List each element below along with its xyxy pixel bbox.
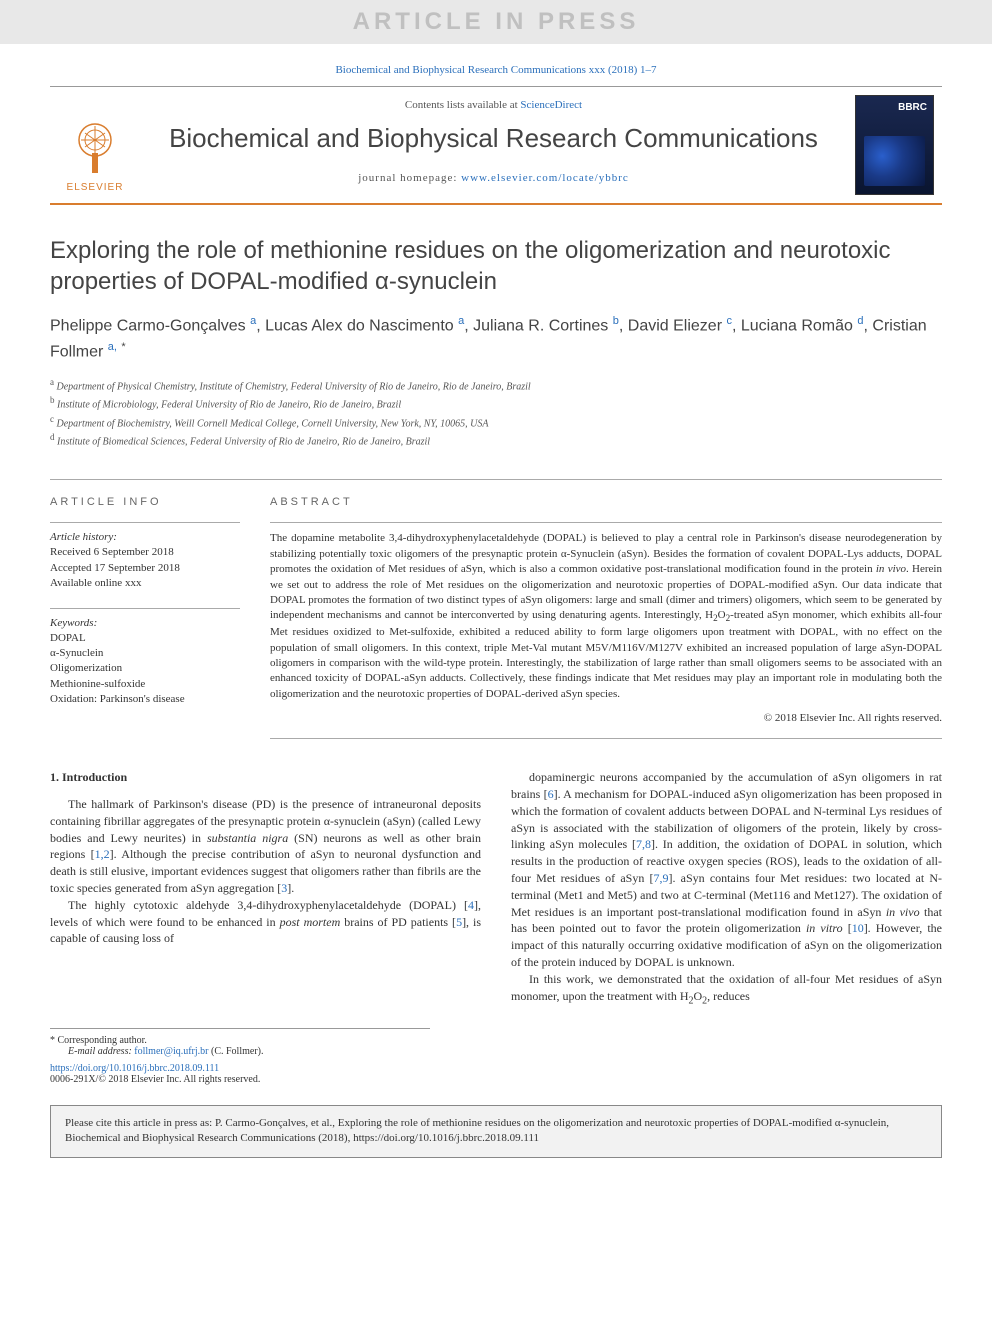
masthead: ELSEVIER Contents lists available at Sci… [50,86,942,205]
keywords-block: Keywords: DOPALα-SynucleinOligomerizatio… [50,608,240,708]
article-info-column: article info Article history: Received 6… [50,496,270,739]
watermark-banner: ARTICLE IN PRESS [0,0,992,44]
affiliations: a Department of Physical Chemistry, Inst… [50,376,942,449]
email-label: E-mail address: [68,1046,134,1057]
intro-para-2: The highly cytotoxic aldehyde 3,4-dihydr… [50,897,481,947]
corresponding-label: * Corresponding author. [50,1035,430,1046]
abstract-column: abstract The dopamine metabolite 3,4-dih… [270,496,942,739]
cite-box: Please cite this article in press as: P.… [50,1105,942,1158]
article-header: Exploring the role of methionine residue… [50,235,942,449]
keywords-text: DOPALα-SynucleinOligomerizationMethionin… [50,631,240,708]
history-label: Article history: [50,531,240,543]
homepage-line: journal homepage: www.elsevier.com/locat… [140,172,847,184]
section-heading-intro: 1. Introduction [50,769,481,786]
corresponding-footnote: * Corresponding author. E-mail address: … [50,1028,430,1057]
article-history-block: Article history: Received 6 September 20… [50,522,240,591]
contents-prefix: Contents lists available at [405,99,520,111]
intro-para-3: dopaminergic neurons accompanied by the … [511,769,942,971]
history-text: Received 6 September 2018Accepted 17 Sep… [50,545,240,591]
authors-line: Phelippe Carmo-Gonçalves a, Lucas Alex d… [50,313,942,364]
email-link[interactable]: follmer@iq.ufrj.br [134,1046,208,1057]
article-info-heading: article info [50,496,240,508]
body-column-right: dopaminergic neurons accompanied by the … [511,769,942,1008]
publisher-logo-block: ELSEVIER [50,87,140,203]
journal-cover-abbrev: BBRC [898,102,927,113]
body-column-left: 1. Introduction The hallmark of Parkinso… [50,769,481,1008]
masthead-center: Contents lists available at ScienceDirec… [140,87,847,203]
journal-cover-image [864,136,925,186]
abstract-text: The dopamine metabolite 3,4-dihydroxyphe… [270,522,942,702]
doi-block: https://doi.org/10.1016/j.bbrc.2018.09.1… [50,1063,942,1085]
elsevier-tree-icon [65,118,125,178]
info-abstract-row: article info Article history: Received 6… [50,479,942,739]
issn-line: 0006-291X/© 2018 Elsevier Inc. All right… [50,1074,942,1085]
email-suffix: (C. Follmer). [209,1046,264,1057]
article-title: Exploring the role of methionine residue… [50,235,942,297]
sciencedirect-link[interactable]: ScienceDirect [520,99,582,111]
abstract-copyright: © 2018 Elsevier Inc. All rights reserved… [270,712,942,739]
journal-cover-block: BBRC [847,87,942,203]
elsevier-label: ELSEVIER [67,182,124,193]
abstract-heading: abstract [270,496,942,508]
contents-line: Contents lists available at ScienceDirec… [140,99,847,111]
intro-para-4: In this work, we demonstrated that the o… [511,971,942,1008]
journal-cover: BBRC [855,95,934,195]
journal-title: Biochemical and Biophysical Research Com… [140,123,847,154]
homepage-prefix: journal homepage: [358,172,461,184]
keywords-label: Keywords: [50,617,240,629]
body-columns: 1. Introduction The hallmark of Parkinso… [50,769,942,1008]
homepage-link[interactable]: www.elsevier.com/locate/ybbrc [461,172,629,184]
top-citation: Biochemical and Biophysical Research Com… [0,44,992,86]
intro-para-1: The hallmark of Parkinson's disease (PD)… [50,796,481,897]
doi-link[interactable]: https://doi.org/10.1016/j.bbrc.2018.09.1… [50,1063,219,1074]
